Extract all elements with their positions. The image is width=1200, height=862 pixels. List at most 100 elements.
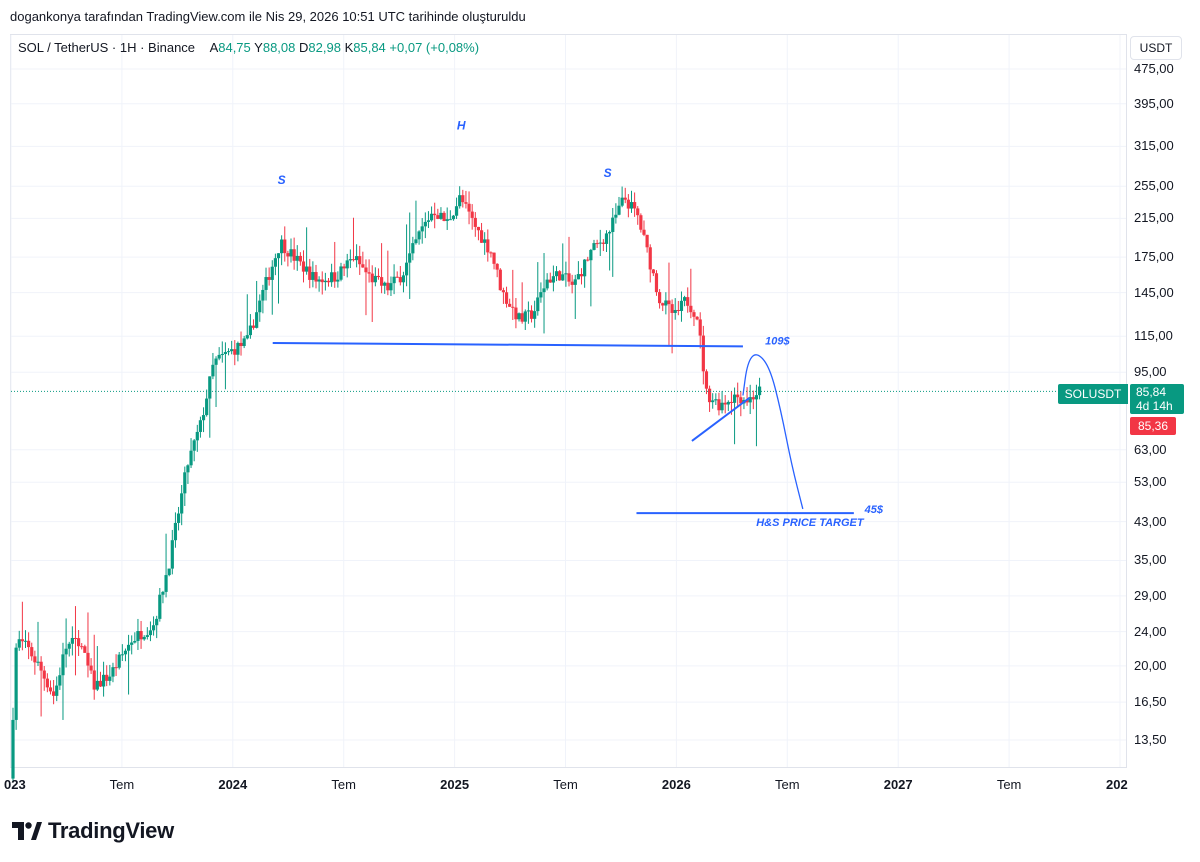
candle-body [670,304,674,313]
candle-body [295,255,299,261]
close-value: 85,84 [353,40,386,55]
candle-body [486,239,490,253]
candle-body [333,272,337,282]
candle-body [314,272,318,282]
candle-body [83,646,87,653]
candle-body [70,637,74,644]
candle-body [467,203,471,212]
candle-body [573,279,577,285]
candle-body [158,594,162,619]
candle-body [145,635,149,637]
candle-body [423,221,427,227]
pattern-annotation: 109$ [765,336,790,348]
candle-body [658,292,662,304]
symbol-label[interactable]: SOL / TetherUS · 1H · Binance [18,40,196,55]
candle-body [745,400,749,403]
candle-body [67,643,71,649]
y-tick-label: 29,00 [1134,587,1167,603]
candle-body [604,233,609,244]
candle-body [483,239,487,243]
candle-body [542,288,546,293]
x-tick-label: 2025 [440,777,470,792]
candle-body [223,352,228,355]
candle-body [161,591,165,595]
candle-body [511,306,515,308]
candle-body [126,644,131,651]
candle-body [679,300,684,311]
candle-body [301,261,306,272]
candle-body [442,212,446,221]
candle-body [148,630,153,636]
candle-body [404,262,409,276]
candle-body [17,639,21,648]
candle-body [30,647,34,657]
y-tick-label: 43,00 [1134,513,1167,529]
candle-body [151,625,156,631]
candle-body [180,493,184,514]
high-label: Y [254,40,263,55]
candle-body [251,325,256,328]
candle-body [114,667,118,669]
candle-body [339,266,343,280]
candle-body [120,654,124,656]
candle-body [701,335,705,372]
candle-body [270,266,274,280]
candle-body [567,273,571,282]
last-price-tag: 85,84 4d 14h [1130,384,1184,414]
candle-body [561,274,565,281]
candle-body [748,397,752,403]
candle-body [27,640,31,648]
candle-body [373,275,377,283]
y-tick-label: 95,00 [1134,364,1167,380]
candle-body [286,253,290,257]
candle-body [55,685,59,696]
candle-body [292,249,296,261]
candle-body [529,310,534,319]
candle-body [598,242,602,244]
candle-body [64,648,68,655]
currency-button[interactable]: USDT [1130,36,1182,60]
candle-body [361,264,365,268]
candle-body [214,358,218,365]
candle-body [648,247,652,270]
candle-body [595,243,599,245]
candle-body [198,420,203,432]
candle-body [517,313,521,320]
candle-body [201,415,206,421]
candle-body [754,395,759,400]
candle-body [464,202,468,204]
candle-body [92,670,96,690]
tradingview-logo[interactable]: TradingView [12,818,174,844]
x-tick-label: Tem [775,777,800,792]
candle-body [255,312,259,328]
candle-body [73,637,78,639]
candle-body [130,642,134,645]
candle-body [48,687,53,692]
change-value: +0,07 (+0,08%) [389,40,480,55]
candle-body [261,289,265,301]
candle-body [651,269,655,274]
candle-body [661,303,665,306]
candle-body [45,678,49,688]
y-tick-label: 35,00 [1134,552,1167,568]
wedge-support-line [691,396,751,442]
tradingview-logo-icon [12,822,42,840]
candle-body [570,281,574,285]
candle-body [311,272,315,280]
candle-body [89,665,93,671]
candle-body [617,205,621,215]
candle-body [411,243,415,254]
y-tick-label: 395,00 [1134,95,1174,111]
y-tick-label: 145,00 [1134,284,1174,300]
candle-body [355,256,359,261]
candle-body [523,311,527,322]
candle-body [176,513,181,523]
y-tick-label: 315,00 [1134,138,1174,154]
candle-body [23,640,28,642]
pattern-annotation: 45$ [864,504,884,516]
candle-body [686,297,690,306]
candle-body [608,231,612,234]
candle-body [267,277,271,280]
candle-body [526,310,531,312]
